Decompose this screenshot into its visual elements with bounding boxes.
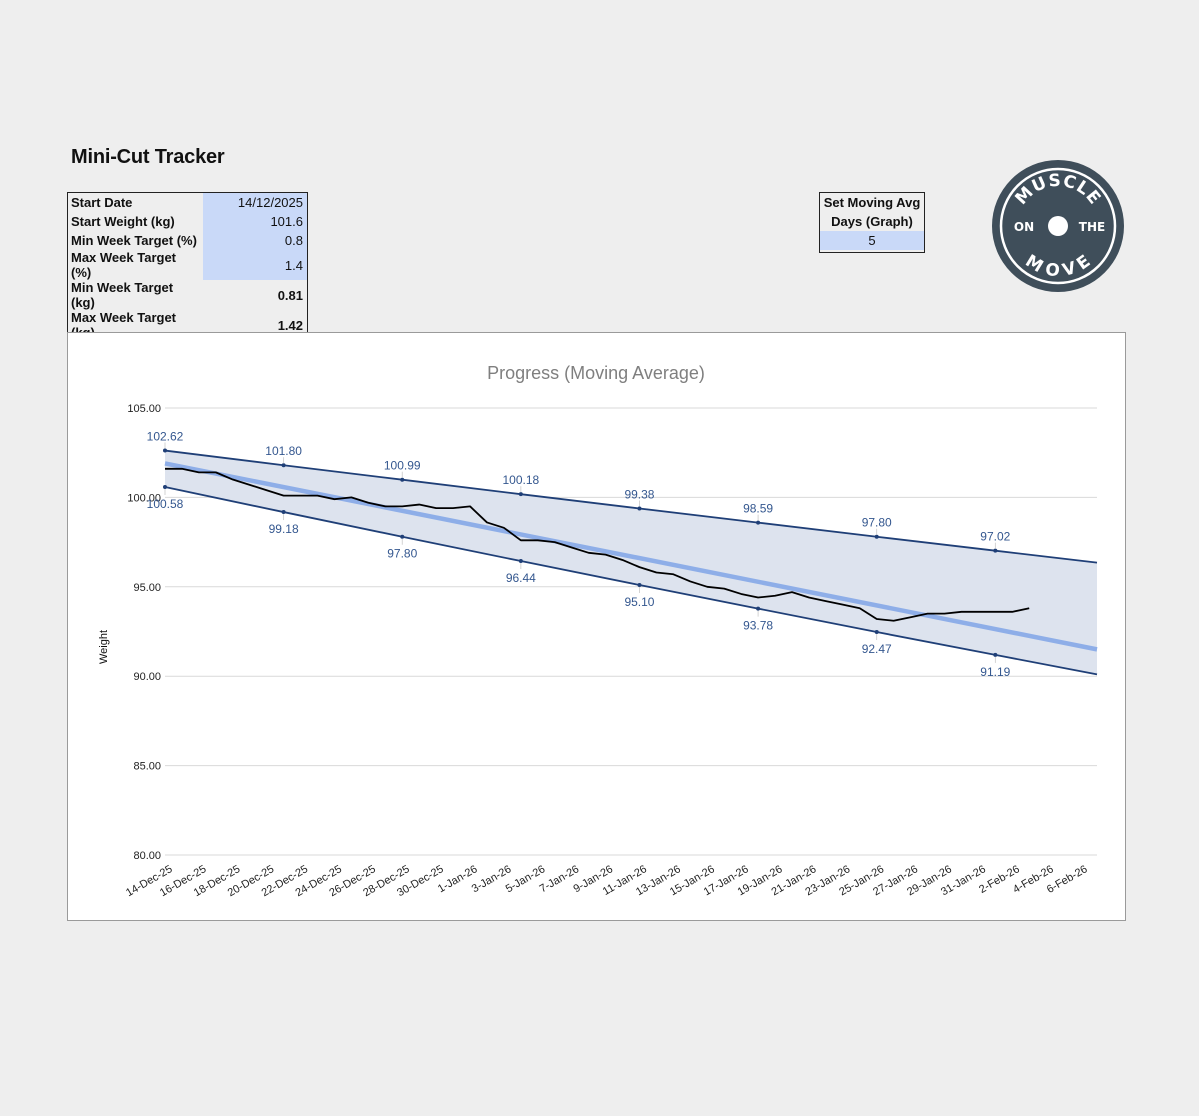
settings-table: Start Date 14/12/2025 Start Weight (kg) 101… — [67, 192, 308, 341]
y-tick-label: 95.00 — [133, 582, 161, 594]
min-target-point — [281, 510, 286, 515]
max-target-point — [163, 448, 167, 453]
y-axis-title: Weight — [98, 630, 110, 664]
min-target-point — [756, 606, 761, 611]
target-band-fill — [165, 450, 1097, 675]
settings-value: 0.81 — [277, 287, 303, 303]
settings-label: Min Week Target (%) — [71, 233, 197, 248]
max-target-data-label: 98.59 — [743, 502, 773, 516]
moving-avg-label-line2: Days (Graph) — [831, 214, 913, 229]
y-tick-label: 105.00 — [127, 403, 161, 415]
settings-input-cell[interactable]: 101.6 — [203, 212, 308, 231]
moving-avg-days-input[interactable]: 5 — [820, 231, 924, 250]
settings-input-cell[interactable]: 0.8 — [203, 231, 308, 250]
y-tick-label: 90.00 — [133, 671, 161, 683]
max-target-point — [400, 477, 405, 482]
settings-row: Min Week Target (kg) 0.81 — [68, 280, 308, 310]
min-target-data-label: 93.78 — [743, 619, 773, 633]
settings-row: Max Week Target (%) 1.4 — [68, 250, 308, 280]
max-target-data-label: 101.80 — [265, 444, 302, 458]
max-target-data-label: 102.62 — [147, 430, 184, 444]
max-target-point — [993, 548, 998, 553]
settings-row: Start Weight (kg) 101.6 — [68, 212, 308, 231]
min-target-point — [518, 559, 523, 564]
min-target-data-label: 97.80 — [387, 547, 417, 561]
logo-text-left: ON — [1014, 220, 1034, 234]
muscle-on-the-move-logo: MUSCLE MOVE ON THE — [992, 160, 1124, 292]
progress-chart: Progress (Moving Average) 80.00 85.00 90.00… — [67, 332, 1126, 921]
min-target-data-label: 92.47 — [862, 642, 892, 656]
max-target-data-label: 100.18 — [503, 473, 540, 487]
y-tick-label: 100.00 — [127, 492, 161, 504]
chart-title: Progress (Moving Average) — [487, 363, 705, 383]
min-target-point — [993, 652, 998, 657]
settings-input-cell[interactable]: 14/12/2025 — [203, 192, 308, 212]
max-target-point — [874, 534, 879, 539]
settings-row: Start Date 14/12/2025 — [68, 192, 308, 212]
settings-label: Start Weight (kg) — [71, 214, 175, 229]
page-title: Mini-Cut Tracker — [71, 146, 225, 168]
max-target-point — [518, 492, 523, 497]
min-target-data-label: 96.44 — [506, 571, 536, 585]
min-target-point — [400, 534, 405, 539]
y-tick-label: 80.00 — [133, 850, 161, 862]
min-target-point — [637, 583, 642, 588]
moving-avg-box: Set Moving Avg Days (Graph) 5 — [819, 192, 925, 253]
y-tick-label: 85.00 — [133, 761, 161, 773]
settings-label: Min Week Target (kg) — [71, 280, 174, 310]
logo-text-right: THE — [1079, 220, 1105, 234]
settings-value: 1.42 — [277, 317, 303, 333]
trend-line — [164, 461, 1098, 652]
max-target-data-label: 100.99 — [384, 459, 421, 473]
chart-svg: Progress (Moving Average) 80.00 85.00 90.00… — [98, 363, 1098, 899]
min-target-data-label: 99.18 — [269, 522, 299, 536]
min-target-data-label: 95.10 — [624, 595, 654, 609]
max-target-point — [281, 463, 286, 468]
max-target-point — [637, 506, 642, 511]
min-target-point — [874, 630, 879, 635]
min-target-data-label: 100.58 — [147, 497, 184, 511]
settings-label: Start Date — [71, 195, 133, 210]
settings-label: Max Week Target (%) — [71, 250, 177, 280]
max-target-data-label: 99.38 — [624, 487, 654, 501]
min-target-point — [163, 485, 167, 490]
max-target-point — [756, 520, 761, 525]
max-target-data-label: 97.80 — [862, 516, 892, 530]
settings-input-cell[interactable]: 1.4 — [203, 250, 308, 280]
weight-moving-avg-line — [165, 467, 1030, 622]
max-target-data-label: 97.02 — [980, 530, 1010, 544]
moving-avg-label-line1: Set Moving Avg — [823, 195, 921, 210]
settings-row: Min Week Target (%) 0.8 — [68, 231, 308, 250]
min-target-data-label: 91.19 — [980, 665, 1010, 679]
